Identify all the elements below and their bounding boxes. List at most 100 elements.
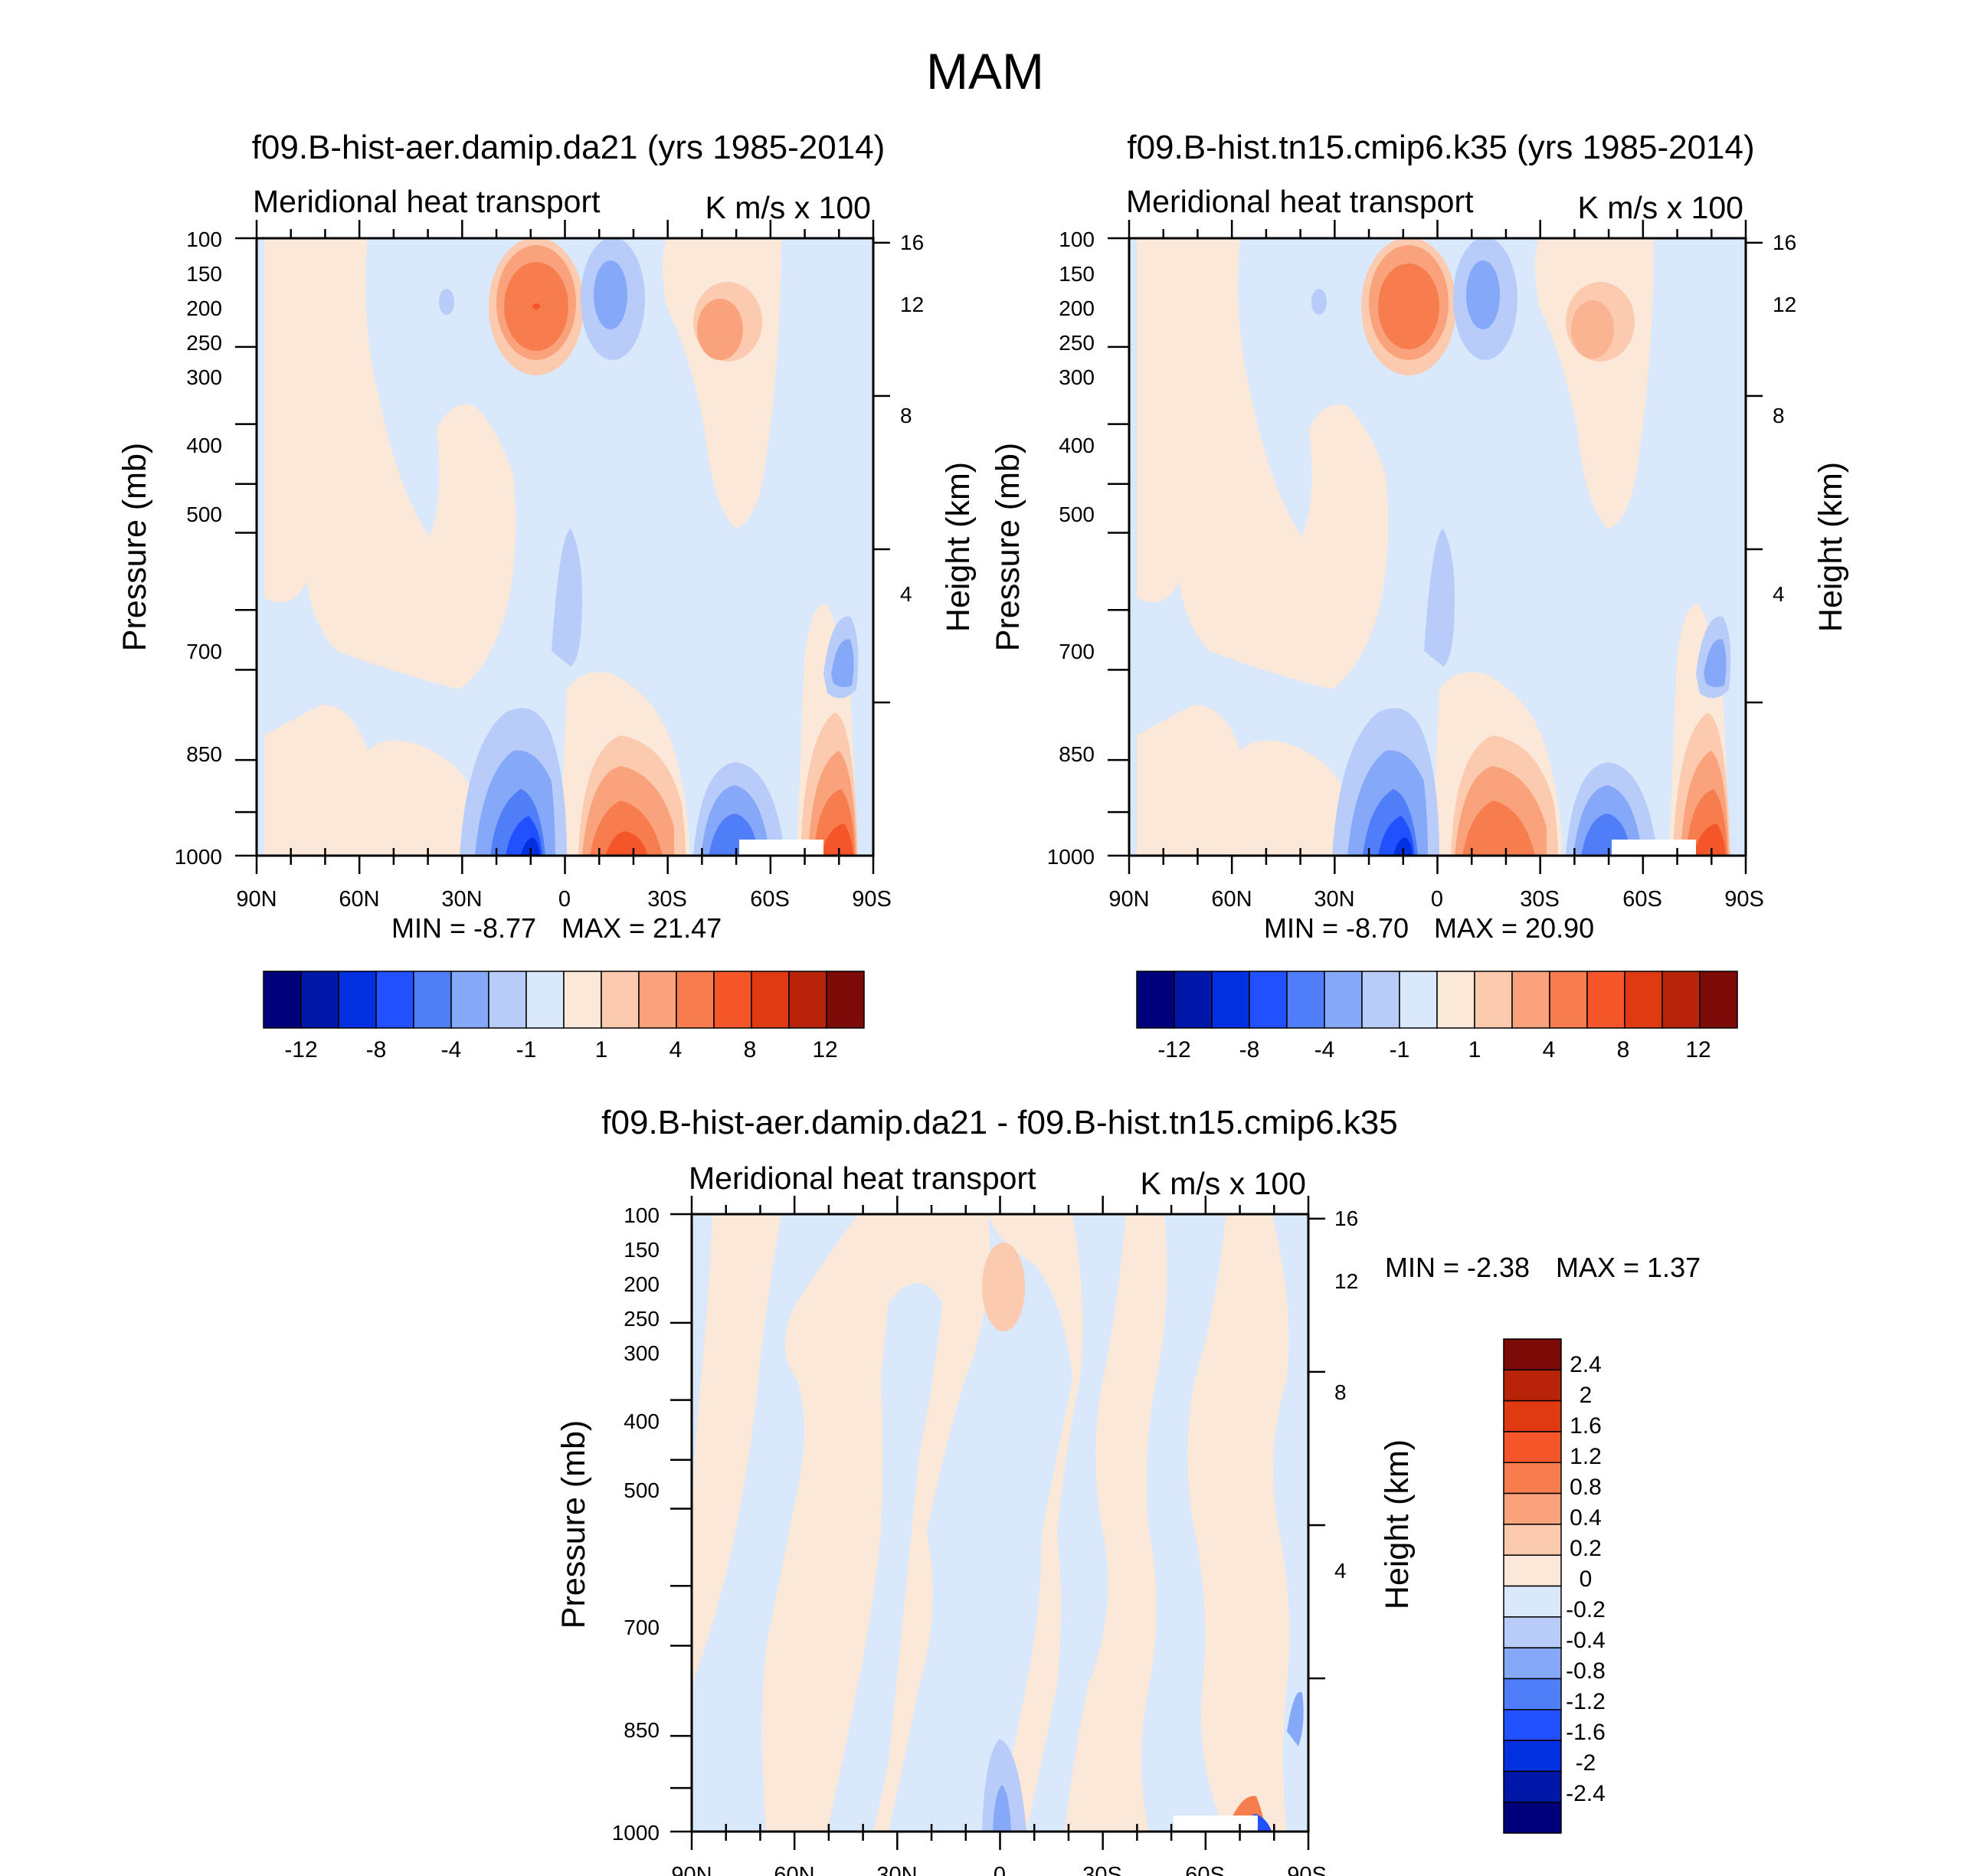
p1-small-blue-blob xyxy=(1311,289,1327,315)
p0-ytick-right: 8 xyxy=(900,404,912,427)
colorbar-swatch xyxy=(525,971,565,1029)
colorbar-swatch xyxy=(826,971,865,1029)
p0-xtick: 60N xyxy=(339,887,379,912)
p2-colorbar-label: -2 xyxy=(1576,1750,1596,1776)
p2-xtick: 0 xyxy=(994,1863,1006,1876)
p2-colorbar-label: 1.6 xyxy=(1570,1413,1602,1439)
colorbar-swatch xyxy=(638,971,677,1029)
p1-ytick: 150 xyxy=(1059,262,1095,286)
p1-colorbar-label: -1 xyxy=(1390,1037,1410,1062)
p0-ytick: 150 xyxy=(186,262,222,286)
colorbar-swatch xyxy=(1136,971,1175,1029)
colorbar-swatch xyxy=(1399,971,1438,1029)
colorbar-swatch xyxy=(488,971,527,1029)
colorbar-swatch xyxy=(788,971,827,1029)
p0-colorbar-label: 8 xyxy=(744,1037,757,1062)
p2-missing-data-patch xyxy=(1174,1815,1258,1832)
p2-polar-blue-2 xyxy=(1287,1691,1304,1747)
p2-blue-band-1 xyxy=(692,1214,858,1832)
p1-max-text: MAX = 20.90 xyxy=(1434,912,1594,944)
p1-missing-data-patch xyxy=(1612,840,1696,856)
colorbar-swatch xyxy=(1549,971,1588,1029)
p2-colorbar-label: -0.4 xyxy=(1566,1628,1606,1653)
p2-ytick: 1000 xyxy=(612,1821,660,1845)
p1-sh-lower-warm-3 xyxy=(1462,800,1535,856)
p1-polar-blue-2 xyxy=(1704,639,1727,687)
colorbar-swatch xyxy=(1511,971,1550,1029)
p0-xtick: 30S xyxy=(647,887,687,912)
colorbar-swatch xyxy=(1286,971,1325,1029)
p0-ytick-right: 12 xyxy=(900,293,924,316)
p2-ytick: 250 xyxy=(624,1307,660,1331)
p2-ytick: 850 xyxy=(624,1718,660,1742)
p0-ytick: 850 xyxy=(186,742,222,766)
p2-ytick: 150 xyxy=(624,1238,660,1262)
p1-y-axis-title-right: Height (km) xyxy=(1812,462,1849,632)
p0-eq-blue-2 xyxy=(594,260,627,329)
p2-colorbar-label: -0.2 xyxy=(1566,1597,1606,1622)
colorbar-swatch xyxy=(1503,1400,1562,1432)
p1-xtick: 90S xyxy=(1724,887,1764,912)
p2-eq-lower-blue-1 xyxy=(982,1739,1026,1832)
p1-ticks xyxy=(1108,220,1763,874)
panel-1-units-label: K m/s x 100 xyxy=(1578,190,1743,225)
p0-colorbar-label: -4 xyxy=(441,1037,462,1062)
p0-colorbar-label: -8 xyxy=(366,1037,387,1062)
p2-colorbar-label: 0.8 xyxy=(1570,1475,1602,1500)
p0-missing-data-patch xyxy=(739,840,823,856)
p2-colorbar xyxy=(1503,1338,1562,1834)
p1-colorbar-label: 8 xyxy=(1617,1037,1630,1062)
colorbar-swatch xyxy=(450,971,489,1029)
p0-colorbar-label: 1 xyxy=(595,1037,608,1062)
p0-xtick: 0 xyxy=(558,887,571,912)
colorbar-swatch xyxy=(1174,971,1213,1029)
p2-eq-upper-warm xyxy=(982,1242,1025,1331)
p1-colorbar-label: 12 xyxy=(1685,1037,1711,1062)
p0-eq-tongue-blue xyxy=(552,529,582,666)
p0-peach-nh-region xyxy=(264,238,516,689)
panel-2-title: f09.B-hist-aer.damip.da21 - f09.B-hist.t… xyxy=(601,1104,1397,1141)
p1-ytick-right: 12 xyxy=(1773,293,1796,316)
panel-0: f09.B-hist-aer.damip.da21 (yrs 1985-2014… xyxy=(116,129,977,1062)
p0-small-blue-blob xyxy=(439,289,454,315)
p2-ytick: 400 xyxy=(624,1409,660,1433)
p1-xtick: 30N xyxy=(1314,887,1354,912)
p2-xtick: 90S xyxy=(1287,1863,1327,1876)
p2-ytick: 700 xyxy=(624,1616,660,1639)
p1-nh-jet-3 xyxy=(1378,264,1439,349)
p1-xtick: 30S xyxy=(1520,887,1560,912)
p0-sh-lower-warm-4 xyxy=(605,831,647,856)
figure-title: MAM xyxy=(926,43,1044,100)
colorbar-swatch xyxy=(1586,971,1625,1029)
p0-y-axis-title: Pressure (mb) xyxy=(116,443,153,651)
p1-min-text: MIN = -8.70 xyxy=(1264,912,1409,944)
p0-ytick-right: 16 xyxy=(900,231,924,254)
p1-ytick: 400 xyxy=(1059,434,1095,457)
p1-xtick: 60S xyxy=(1622,887,1662,912)
colorbar-swatch xyxy=(1503,1585,1562,1618)
panel-1: f09.B-hist.tn15.cmip6.k35 (yrs 1985-2014… xyxy=(990,129,1849,1062)
colorbar-swatch xyxy=(1503,1524,1562,1556)
p2-max-text: MAX = 1.37 xyxy=(1556,1252,1701,1283)
colorbar-swatch xyxy=(1503,1770,1562,1803)
p0-min-text: MIN = -8.77 xyxy=(391,912,536,944)
p0-xtick: 90N xyxy=(236,887,277,912)
p0-ytick: 500 xyxy=(186,503,222,526)
colorbar-swatch xyxy=(1361,971,1400,1029)
p2-blue-band-3 xyxy=(889,1214,1072,1832)
colorbar-swatch xyxy=(1211,971,1250,1029)
p2-colorbar-label: -2.4 xyxy=(1566,1781,1606,1806)
p0-ytick: 700 xyxy=(186,640,222,663)
colorbar-swatch xyxy=(1503,1492,1562,1525)
p1-ytick: 1000 xyxy=(1047,845,1095,869)
p2-xtick: 30S xyxy=(1082,1863,1122,1876)
p2-eq-lower-blue-2 xyxy=(993,1785,1011,1832)
p0-y-axis-title-right: Height (km) xyxy=(940,462,977,632)
p1-colorbar-label: -12 xyxy=(1157,1037,1190,1062)
p1-xtick: 60N xyxy=(1211,887,1252,912)
panel-1-left-label: Meridional heat transport xyxy=(1126,184,1474,219)
colorbar-swatch xyxy=(1503,1462,1562,1495)
p2-colorbar-label: 2 xyxy=(1580,1383,1593,1408)
p2-colorbar-label: 2.4 xyxy=(1570,1352,1602,1377)
p2-y-axis-title-right: Height (km) xyxy=(1379,1439,1416,1609)
